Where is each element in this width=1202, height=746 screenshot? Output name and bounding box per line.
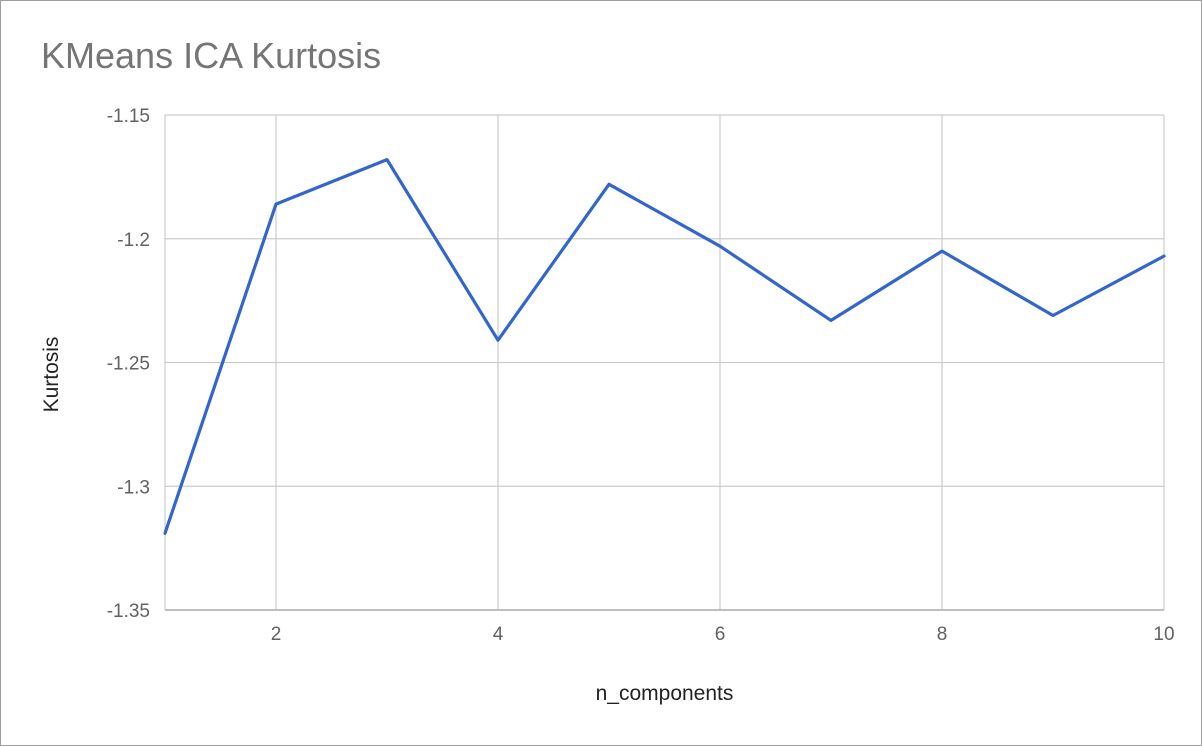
y-axis-title: Kurtosis xyxy=(40,337,63,413)
x-tick-label: 10 xyxy=(1153,624,1174,645)
x-tick-label: 4 xyxy=(493,624,504,645)
y-tick-label: -1.25 xyxy=(107,354,150,375)
y-tick-label: -1.2 xyxy=(117,230,150,251)
x-tick-labels: 2 4 6 8 10 xyxy=(271,624,1175,645)
y-tick-label: -1.35 xyxy=(107,601,150,622)
series-line xyxy=(163,158,1166,535)
x-axis-title: n_components xyxy=(596,682,734,705)
series-group xyxy=(163,158,1166,535)
x-tick-label: 8 xyxy=(937,624,948,645)
vertical-gridlines xyxy=(164,115,1165,611)
y-tick-labels: -1.15 -1.2 -1.25 -1.3 -1.35 xyxy=(107,106,150,622)
y-tick-label: -1.15 xyxy=(107,106,150,127)
x-tick-label: 6 xyxy=(715,624,726,645)
chart-title: KMeans ICA Kurtosis xyxy=(41,35,382,76)
x-tick-label: 2 xyxy=(271,624,282,645)
y-tick-label: -1.3 xyxy=(117,477,150,498)
